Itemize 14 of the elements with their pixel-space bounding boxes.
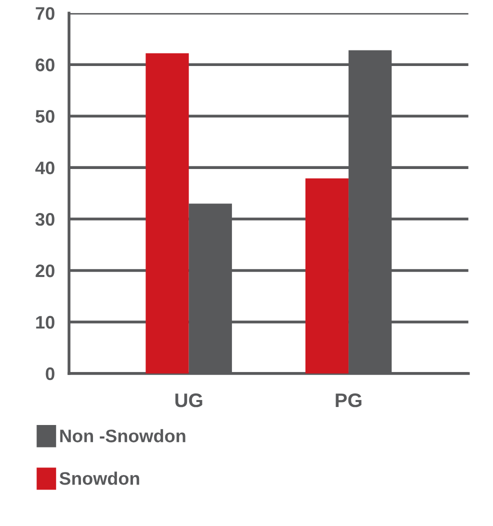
x-tick-label: PG xyxy=(336,393,362,408)
legend-label: Snowdon xyxy=(60,472,140,485)
y-tick-label: 10 xyxy=(36,316,54,329)
y-tick-label: 0 xyxy=(46,367,54,380)
legend-label: Non -Snowdon xyxy=(60,429,186,442)
bar xyxy=(305,178,349,374)
bar xyxy=(146,53,189,374)
y-tick-label: 30 xyxy=(35,212,54,226)
y-tick-label: 40 xyxy=(35,162,54,174)
y-tick-label: 70 xyxy=(36,7,54,20)
y-tick-label: 50 xyxy=(36,110,54,123)
x-tick-label: UG xyxy=(175,393,202,408)
y-tick-label: 60 xyxy=(36,58,54,72)
y-tick-label: 20 xyxy=(36,264,54,278)
